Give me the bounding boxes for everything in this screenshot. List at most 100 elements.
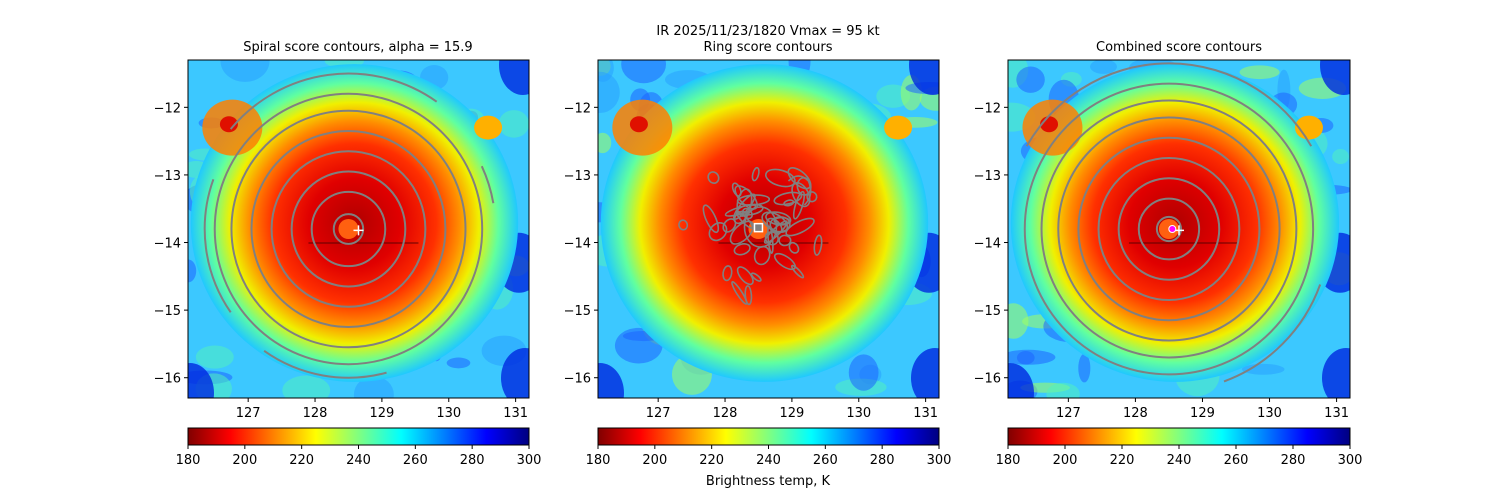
x-tick-label: 130 [1257, 406, 1282, 421]
score-contour-arc [1223, 284, 1322, 383]
ring-contour [790, 264, 805, 279]
cloud-patch [1016, 66, 1045, 93]
ring-contour [773, 252, 797, 271]
cloud-patch [353, 376, 394, 398]
cloud-patch [1008, 349, 1056, 365]
convective-cell [474, 115, 503, 140]
cloud-patch [1078, 353, 1091, 383]
score-contour [1040, 99, 1298, 359]
y-tick-label: −13 [974, 169, 1001, 184]
cloud-patch [1046, 382, 1080, 398]
cold-patch [909, 60, 939, 95]
cloud-patch [446, 357, 471, 369]
cold-patch [1320, 60, 1350, 95]
cold-patch [598, 363, 624, 398]
ring-contour [707, 171, 720, 184]
cloud-patch [1332, 148, 1349, 165]
y-tick-label: −13 [564, 169, 591, 184]
ring-contour [751, 166, 760, 182]
ring-contour [731, 281, 748, 305]
panel-title: Combined score contours [1096, 40, 1262, 55]
ring-contour [792, 190, 806, 220]
center-square-marker [753, 222, 764, 233]
cloud-patch [282, 375, 331, 398]
y-tick-label: −14 [564, 237, 591, 252]
score-contour-arc [480, 165, 495, 204]
colorbar-tick-label: 220 [289, 453, 314, 468]
y-tick-label: −14 [154, 237, 181, 252]
colorbar-tick-label: 300 [1338, 453, 1363, 468]
y-tick-label: −14 [974, 237, 1001, 252]
ring-contour [743, 206, 778, 248]
colorbar-tick-label: 200 [232, 453, 257, 468]
x-tick-label: 130 [436, 406, 461, 421]
ring-contour [733, 210, 748, 225]
panel-combined: Combined score contours 127 128 129 130 131 −… [974, 40, 1351, 421]
x-tick-label: 128 [303, 406, 328, 421]
cloud-patch [598, 132, 612, 154]
ring-contour [787, 175, 812, 206]
x-tick-label: 128 [713, 406, 738, 421]
colorbar-tick-label: 280 [1281, 453, 1306, 468]
score-contour [250, 129, 447, 329]
colorbar-tick-label: 280 [870, 453, 895, 468]
ring-contour [764, 168, 796, 188]
score-contour [1023, 82, 1315, 376]
cloud-patch [188, 259, 197, 283]
ring-contour [678, 219, 689, 231]
axes-frame [1007, 59, 1351, 399]
y-tick-label: −15 [154, 304, 181, 319]
ring-contour [778, 234, 792, 247]
colorbar-gradient [597, 427, 940, 446]
colorbar-tick-label: 260 [813, 453, 838, 468]
ring-contour [736, 266, 754, 286]
cloud-patch [195, 345, 234, 369]
x-tick-label: 128 [1123, 406, 1148, 421]
x-tick-label: 129 [369, 406, 394, 421]
brightness-image [1008, 60, 1350, 398]
x-tick-label: 127 [236, 406, 261, 421]
cold-patch [499, 60, 529, 95]
score-contour-arc [263, 350, 387, 379]
score-contour [213, 92, 484, 366]
brightness-image [598, 60, 939, 398]
cloud-patch [220, 60, 270, 82]
colorbar-gradient [1007, 427, 1351, 446]
ring-contour [733, 243, 751, 256]
storm-eye [338, 219, 359, 239]
colorbar-tick-label: 280 [460, 453, 485, 468]
y-tick-label: −16 [154, 372, 181, 387]
colorbar-spiral: 180 200 220 240 260 280 300 [176, 427, 541, 468]
ring-contour [806, 191, 818, 203]
panel-title: Spiral score contours, alpha = 15.9 [243, 40, 472, 55]
ring-contour [813, 234, 823, 256]
y-tick-label: −15 [974, 304, 1001, 319]
colorbar-tick-label: 220 [699, 453, 724, 468]
x-tick-label: 129 [1190, 406, 1215, 421]
axes-frame [187, 59, 530, 399]
cold-patch [911, 348, 939, 398]
colorbar-gradient [187, 427, 530, 446]
x-tick-label: 131 [503, 406, 528, 421]
x-tick-label: 127 [1056, 406, 1081, 421]
score-contour-arc [203, 178, 232, 313]
colorbar-tick-label: 200 [1053, 453, 1078, 468]
colorbar-tick-label: 180 [176, 453, 201, 468]
y-tick-label: −12 [974, 101, 1001, 116]
score-contour [270, 150, 427, 308]
convective-core [219, 116, 238, 133]
panel-title: Ring score contours [703, 40, 832, 55]
x-tick-label: 131 [1324, 406, 1349, 421]
score-contour [1155, 215, 1183, 243]
ring-contour [744, 285, 753, 306]
score-contour [1137, 197, 1201, 261]
score-contour-arc [229, 72, 438, 130]
suptitle: IR 2025/11/23/1820 Vmax = 95 kt [656, 24, 879, 39]
x-tick-label: 130 [846, 406, 871, 421]
panel-spiral: Spiral score contours, alpha = 15.9 127 1… [154, 40, 530, 421]
cloud-patch [498, 110, 529, 138]
cold-patch [188, 363, 214, 398]
colorbar-ring: Brightness temp, K 180 200 220 240 260 280 300 [586, 427, 951, 489]
ring-contour [702, 204, 720, 234]
